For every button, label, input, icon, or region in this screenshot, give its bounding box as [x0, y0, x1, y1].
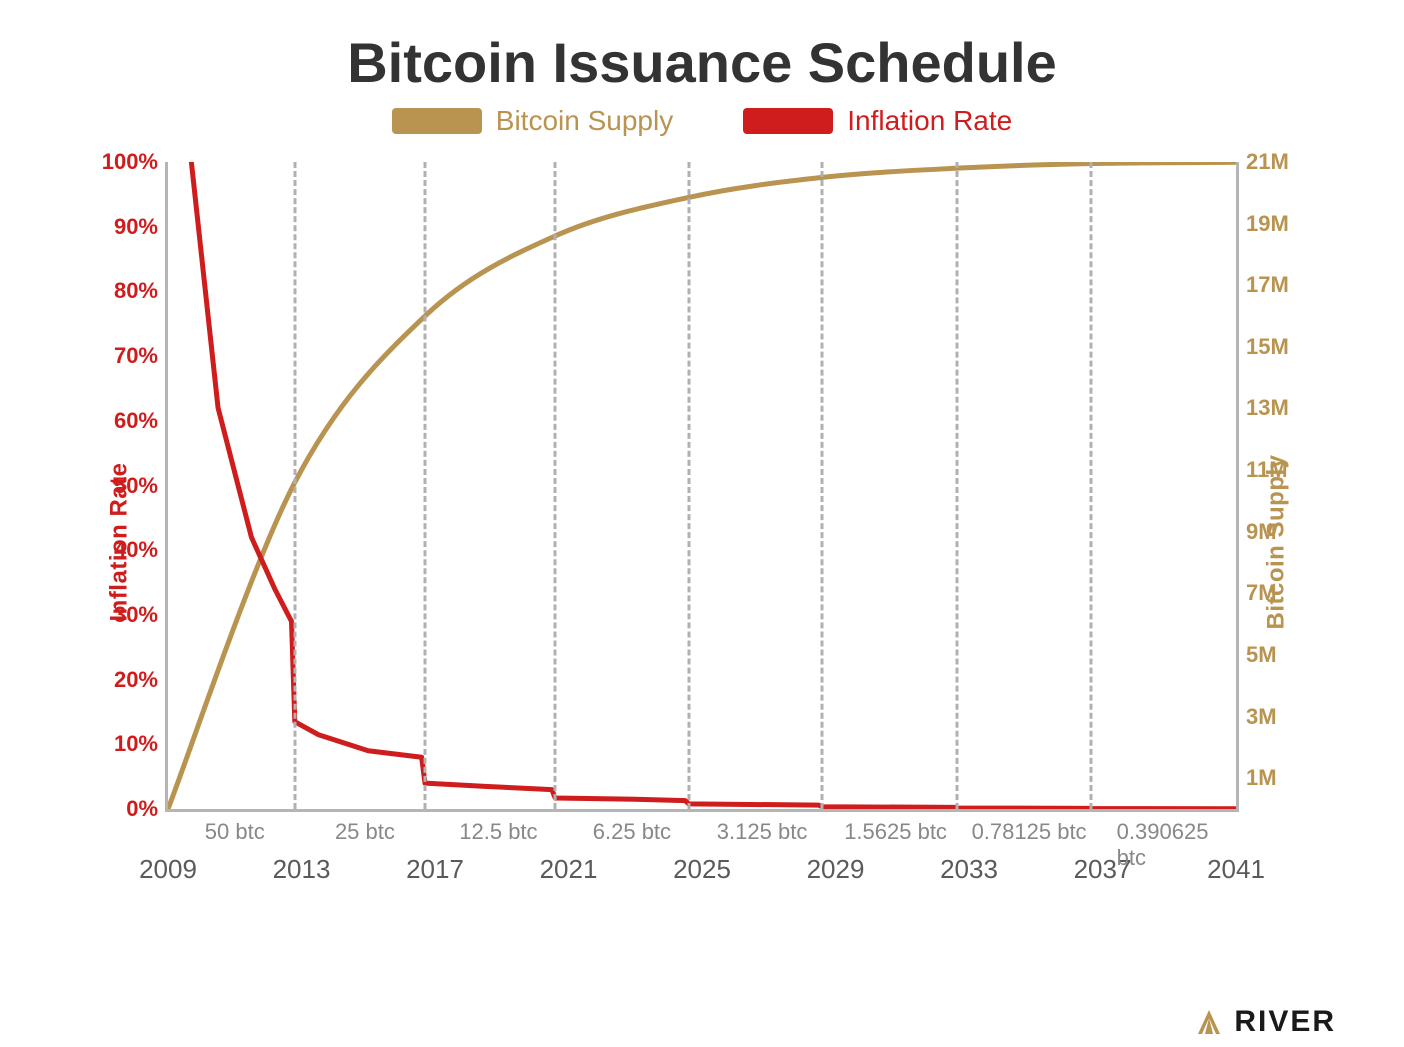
- halving-gridline: [554, 162, 557, 809]
- x-tick: 2025: [673, 854, 731, 885]
- halving-gridline: [956, 162, 959, 809]
- plot-area: 0%10%20%30%40%50%60%70%80%90%100%1M3M5M7…: [165, 162, 1239, 812]
- halving-gridline: [423, 162, 426, 809]
- y-left-tick: 80%: [114, 278, 158, 304]
- btc-reward-label: 50 btc: [205, 819, 265, 845]
- brand-logo: RIVER: [1194, 1005, 1336, 1039]
- y-left-tick: 40%: [114, 537, 158, 563]
- legend-item-supply: Bitcoin Supply: [392, 105, 673, 137]
- btc-reward-label: 12.5 btc: [459, 819, 537, 845]
- chart-title: Bitcoin Issuance Schedule: [60, 30, 1344, 95]
- y-left-tick: 30%: [114, 602, 158, 628]
- x-tick: 2009: [139, 854, 197, 885]
- halving-gridline: [821, 162, 824, 809]
- x-tick: 2021: [540, 854, 598, 885]
- y-left-tick: 10%: [114, 731, 158, 757]
- y-left-tick: 20%: [114, 667, 158, 693]
- y-right-tick: 1M: [1246, 765, 1277, 791]
- y-left-tick: 70%: [114, 343, 158, 369]
- halving-gridline: [1089, 162, 1092, 809]
- legend: Bitcoin Supply Inflation Rate: [60, 105, 1344, 137]
- y-left-tick: 100%: [102, 149, 158, 175]
- chart-svg: [168, 162, 1236, 809]
- river-icon: [1194, 1008, 1224, 1036]
- btc-reward-label: 6.25 btc: [593, 819, 671, 845]
- x-tick: 2017: [406, 854, 464, 885]
- y-left-tick: 90%: [114, 214, 158, 240]
- x-tick: 2029: [807, 854, 865, 885]
- btc-reward-label: 25 btc: [335, 819, 395, 845]
- x-tick: 2041: [1207, 854, 1265, 885]
- legend-swatch-supply: [392, 108, 482, 134]
- btc-reward-label: 0.390625 btc: [1117, 819, 1209, 871]
- btc-reward-label: 0.78125 btc: [972, 819, 1087, 845]
- y-right-tick: 17M: [1246, 272, 1289, 298]
- y-left-tick: 0%: [126, 796, 158, 822]
- y-right-tick: 11M: [1246, 457, 1288, 483]
- y-right-tick: 21M: [1246, 149, 1289, 175]
- brand-name: RIVER: [1234, 1005, 1336, 1039]
- btc-reward-label: 3.125 btc: [717, 819, 808, 845]
- y-right-tick: 3M: [1246, 704, 1277, 730]
- y-right-tick: 7M: [1246, 580, 1277, 606]
- inflation-line: [178, 162, 1236, 809]
- chart-area: Inflation Rate Bitcoin Supply 0%10%20%30…: [70, 162, 1334, 922]
- supply-line: [168, 162, 1236, 809]
- chart-container: Bitcoin Issuance Schedule Bitcoin Supply…: [0, 0, 1404, 1047]
- halving-gridline: [293, 162, 296, 809]
- x-tick: 2033: [940, 854, 998, 885]
- y-right-tick: 15M: [1246, 334, 1289, 360]
- halving-gridline: [687, 162, 690, 809]
- y-right-tick: 9M: [1246, 519, 1277, 545]
- legend-label-inflation: Inflation Rate: [847, 105, 1012, 137]
- legend-label-supply: Bitcoin Supply: [496, 105, 673, 137]
- y-right-tick: 19M: [1246, 211, 1289, 237]
- y-right-tick: 13M: [1246, 395, 1289, 421]
- y-right-tick: 5M: [1246, 642, 1277, 668]
- x-tick: 2013: [273, 854, 331, 885]
- btc-reward-label: 1.5625 btc: [844, 819, 947, 845]
- y-left-tick: 60%: [114, 408, 158, 434]
- legend-item-inflation: Inflation Rate: [743, 105, 1012, 137]
- y-left-tick: 50%: [114, 473, 158, 499]
- legend-swatch-inflation: [743, 108, 833, 134]
